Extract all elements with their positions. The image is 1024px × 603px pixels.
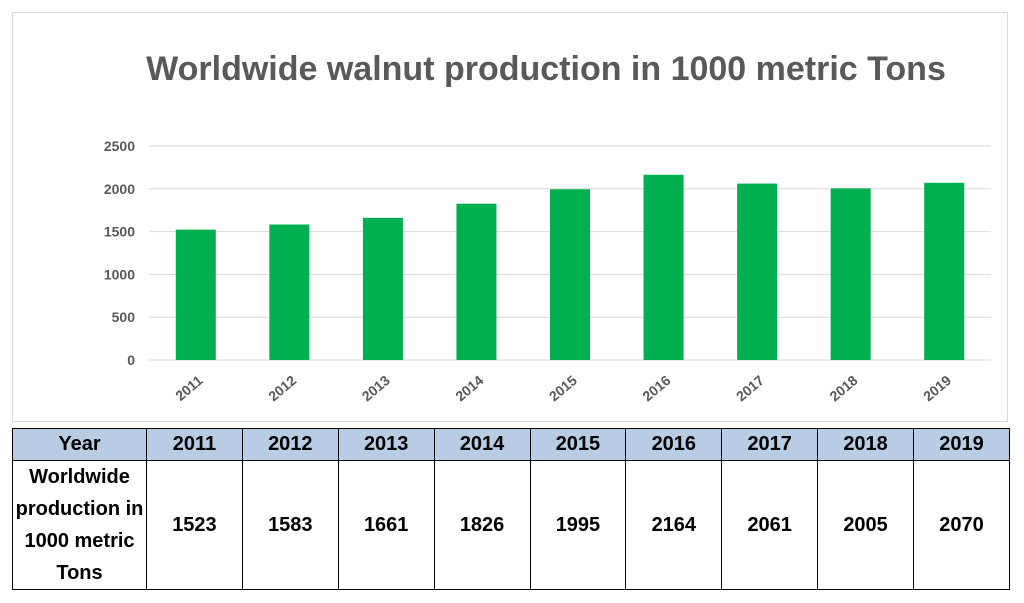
bar	[456, 203, 497, 360]
row-label: Worldwide production in 1000 metric Tons	[12, 460, 147, 590]
table-value: 2005	[817, 460, 914, 590]
bar	[362, 217, 403, 360]
x-tick-label: 2019	[920, 372, 954, 404]
y-tick-label: 2500	[104, 138, 135, 154]
x-tick-label: 2014	[452, 372, 486, 404]
bar	[737, 183, 778, 360]
table-value: 2070	[913, 460, 1010, 590]
table-value: 1523	[146, 460, 243, 590]
header-year-label: Year	[12, 428, 147, 461]
x-tick-label: 2016	[639, 372, 673, 404]
header-year: 2015	[529, 428, 627, 461]
table-value: 2164	[625, 460, 723, 590]
bar	[643, 174, 684, 360]
x-tick-label: 2011	[172, 372, 206, 404]
table-value: 1583	[241, 460, 339, 590]
header-year: 2018	[817, 428, 914, 461]
table-value: 2061	[721, 460, 819, 590]
y-tick-label: 0	[127, 352, 135, 368]
x-tick-label: 2017	[733, 372, 767, 404]
header-year: 2016	[625, 428, 723, 461]
table-value: 1826	[433, 460, 531, 590]
bar	[924, 182, 965, 360]
header-year: 2011	[146, 428, 243, 461]
bar	[269, 224, 310, 360]
x-tick-label: 2013	[359, 372, 393, 404]
table-header-row: Year 2011 2012 2013 2014 2015 2016 2017 2018 201…	[12, 428, 1010, 461]
x-tick-label: 2015	[546, 372, 580, 404]
header-year: 2014	[433, 428, 531, 461]
table-value: 1661	[337, 460, 435, 590]
bar	[550, 189, 590, 360]
header-year: 2012	[241, 428, 339, 461]
header-year: 2017	[721, 428, 819, 461]
header-year: 2019	[913, 428, 1010, 461]
chart-title: Worldwide walnut production in 1000 metr…	[146, 50, 946, 88]
header-year: 2013	[337, 428, 435, 461]
chart-plot: 0 500 1000 1500 2000 2500 2011 2012 2013 2014 2015…	[104, 138, 991, 404]
y-tick-label: 1000	[104, 266, 135, 282]
y-tick-label: 1500	[104, 224, 135, 240]
y-tick-label: 500	[112, 309, 136, 325]
x-tick-label: 2012	[265, 372, 299, 404]
y-tick-label: 2000	[104, 181, 135, 197]
data-table: Year 2011 2012 2013 2014 2015 2016 2017 2018 201…	[12, 428, 1010, 590]
bar	[830, 188, 871, 360]
table-value-row: Worldwide production in 1000 metric Tons…	[12, 460, 1010, 590]
x-tick-label: 2018	[826, 372, 860, 404]
table-value: 1995	[529, 460, 627, 590]
chart-area: Worldwide walnut production in 1000 metr…	[12, 12, 1008, 422]
bar	[175, 229, 216, 360]
